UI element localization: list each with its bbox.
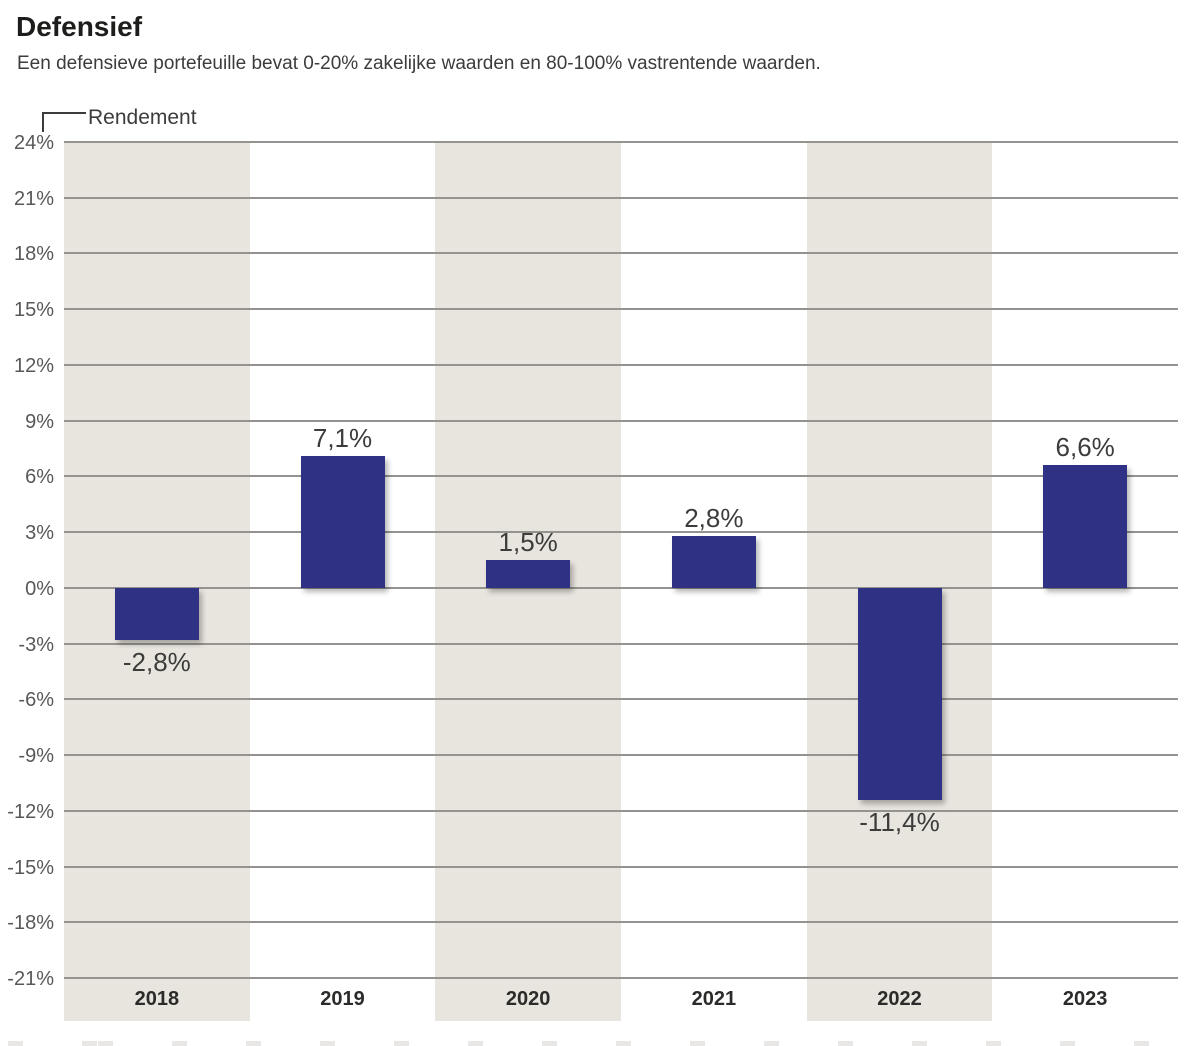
y-tick-label--9%: -9% xyxy=(18,745,54,768)
gridline-0% xyxy=(64,586,1178,589)
y-axis-tick-labels: 24% 21% 18% 15% 12% 9% 6% 3% 0% -3% -6% -9% -12% -15%… xyxy=(0,133,56,1021)
x-axis-label-2023: 2023 xyxy=(1062,988,1108,1010)
bar-2023 xyxy=(1043,465,1128,588)
page-title: Defensief xyxy=(16,11,143,42)
gridline-18% xyxy=(64,252,1178,255)
y-tick-label--3%: -3% xyxy=(18,633,54,656)
y-tick-label-0%: 0% xyxy=(25,577,54,600)
gridline-21% xyxy=(64,196,1178,199)
x-axis-label-2021: 2021 xyxy=(691,988,737,1010)
gridline--15% xyxy=(64,865,1178,868)
x-axis-label-2020: 2020 xyxy=(505,988,551,1010)
y-tick-label--18%: -18% xyxy=(7,912,54,935)
page-subtitle: Een defensieve portefeuille bevat 0-20% … xyxy=(17,53,821,74)
y-tick-label--6%: -6% xyxy=(18,689,54,712)
gridline--12% xyxy=(64,809,1178,812)
gridline--6% xyxy=(64,698,1178,701)
y-tick-label-12%: 12% xyxy=(13,354,54,377)
bar-2020 xyxy=(486,560,571,588)
y-tick-label-3%: 3% xyxy=(25,522,54,545)
y-tick-label-21%: 21% xyxy=(13,187,54,210)
y-tick-label--21%: -21% xyxy=(7,968,54,990)
y-axis-bracket-icon xyxy=(42,112,86,114)
bar-value-label-2018: -2,8% xyxy=(122,646,191,677)
bar-value-label-2023: 6,6% xyxy=(1055,432,1115,463)
y-tick-label-15%: 15% xyxy=(13,299,54,322)
y-axis-bracket-icon xyxy=(42,112,44,132)
bar-value-label-2020: 1,5% xyxy=(498,527,558,557)
gridline-3% xyxy=(64,531,1178,534)
y-axis-caption: Rendement xyxy=(88,106,197,129)
gridline-9% xyxy=(64,419,1178,422)
y-tick-label-6%: 6% xyxy=(25,466,54,489)
y-tick-label-18%: 18% xyxy=(13,243,54,266)
y-tick-label-9%: 9% xyxy=(25,410,54,433)
y-tick-label--12%: -12% xyxy=(7,800,54,823)
bar-value-label-2019: 7,1% xyxy=(312,422,373,453)
gridline--21% xyxy=(64,977,1178,979)
x-axis-label-2019: 2019 xyxy=(320,988,365,1010)
gridline--3% xyxy=(64,642,1178,645)
gridline-24% xyxy=(64,141,1178,143)
bar-value-label-2022: -11,4% xyxy=(859,806,940,837)
bar-2021 xyxy=(671,535,756,588)
x-axis-label-2018: 2018 xyxy=(134,988,180,1010)
bar-value-label-2021: 2,8% xyxy=(684,502,744,533)
cutoff-content-dashes xyxy=(0,1041,1200,1046)
y-tick-label--15%: -15% xyxy=(7,856,54,879)
bar-2022 xyxy=(857,587,942,800)
bar-chart-plot-area: -2,8% 2018 7,1% 2019 1,5% 2020 2,8% 2021 -11,4% 2… xyxy=(64,141,1178,1021)
x-axis-label-2022: 2022 xyxy=(877,988,922,1010)
gridline-15% xyxy=(64,308,1178,311)
column-background-2022 xyxy=(806,142,993,1021)
gridline--18% xyxy=(64,921,1178,924)
gridline--9% xyxy=(64,754,1178,757)
gridline-12% xyxy=(64,363,1178,366)
bar-2018 xyxy=(114,587,199,640)
column-background-2018 xyxy=(64,142,250,1021)
y-tick-label-24%: 24% xyxy=(13,132,54,154)
bar-2019 xyxy=(300,455,385,588)
gridline-6% xyxy=(64,475,1178,478)
